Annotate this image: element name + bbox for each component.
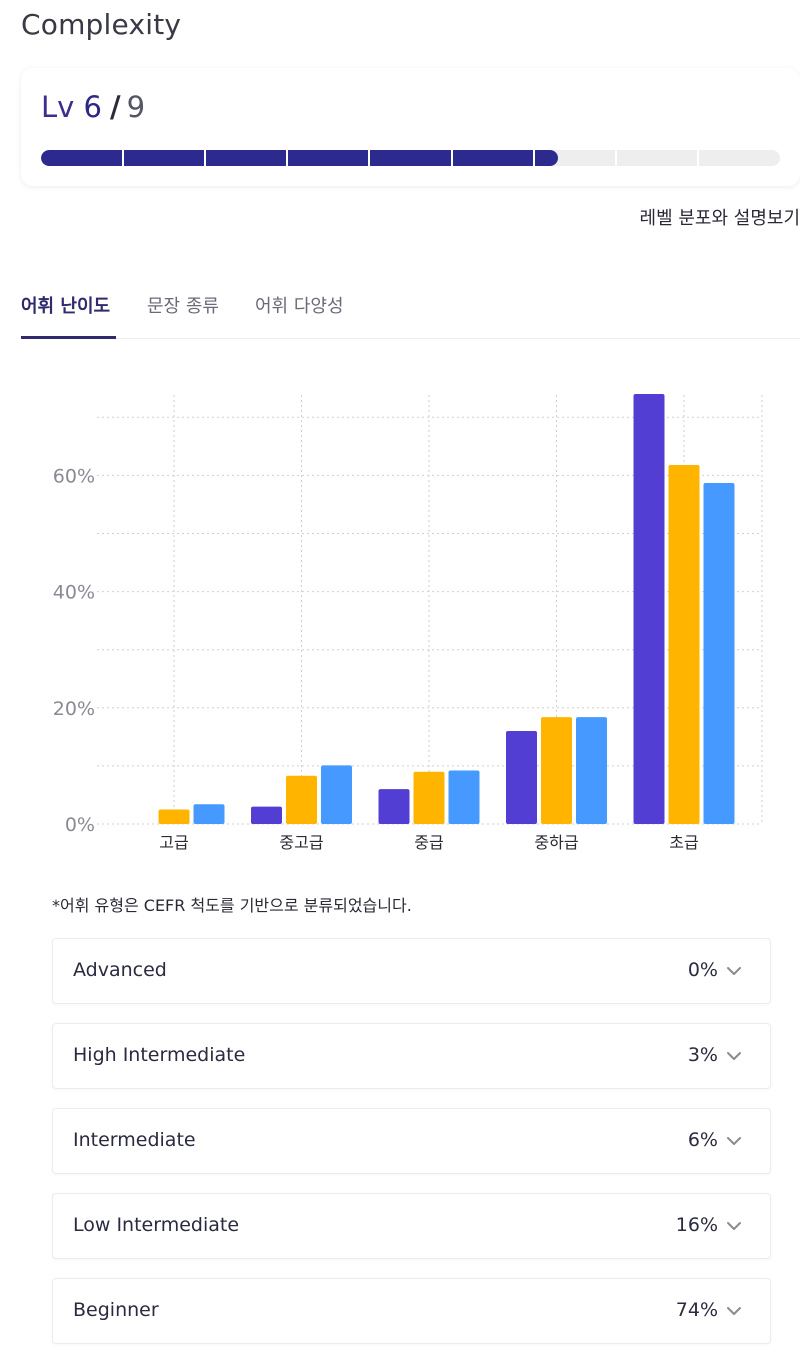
difficulty-row[interactable]: Intermediate 6%: [52, 1108, 771, 1174]
difficulty-row-percent: 6%: [687, 1129, 718, 1151]
chart-bar[interactable]: [668, 464, 700, 824]
progress-segment-divider: [122, 150, 125, 166]
tab-vocabulary-diversity[interactable]: 어휘 다양성: [255, 296, 344, 317]
progress-segment-divider: [368, 150, 371, 166]
chart-y-tick-label: 20%: [53, 698, 95, 720]
progress-segment-divider: [204, 150, 207, 166]
chart-bar[interactable]: [193, 804, 225, 824]
level-card: Lv 6/9: [21, 68, 800, 186]
chart-bar[interactable]: [541, 717, 572, 824]
level-prefix: Lv: [41, 90, 75, 124]
tab-sentence-types[interactable]: 문장 종류: [147, 296, 219, 317]
chart-bar[interactable]: [251, 806, 282, 824]
chart-bar[interactable]: [633, 394, 665, 824]
difficulty-row[interactable]: Advanced 0%: [52, 938, 771, 1004]
chart-footnote: *어휘 유형은 CEFR 척도를 기반으로 분류되었습니다.: [52, 896, 412, 915]
difficulty-row-percent: 3%: [687, 1044, 718, 1066]
difficulty-row-label: Intermediate: [73, 1129, 196, 1151]
chart-bar[interactable]: [413, 771, 445, 824]
chart-x-tick-label: 중고급: [279, 833, 323, 852]
difficulty-row-label: Beginner: [73, 1299, 159, 1321]
progress-segment-divider: [450, 150, 453, 166]
level-max: 9: [126, 90, 146, 124]
chart-y-tick-label: 40%: [53, 582, 95, 604]
chevron-down-icon[interactable]: [724, 1301, 744, 1321]
chart-y-tick-label: 60%: [53, 465, 95, 487]
chart-y-tick-label: 0%: [65, 814, 95, 836]
level-distribution-link[interactable]: 레벨 분포와 설명보기: [639, 208, 800, 229]
difficulty-row-label: Advanced: [73, 959, 167, 981]
chart-bar[interactable]: [158, 809, 190, 824]
active-tab-indicator: [21, 336, 116, 339]
chart-x-tick-label: 중급: [414, 833, 443, 852]
level-progress-bar: [41, 150, 780, 166]
difficulty-row[interactable]: Beginner 74%: [52, 1278, 771, 1344]
progress-segment-divider: [614, 150, 617, 166]
level-separator: /: [110, 90, 121, 124]
level-indicator: Lv 6/9: [41, 90, 145, 124]
chevron-down-icon[interactable]: [724, 1216, 744, 1236]
chart-bar[interactable]: [378, 789, 410, 824]
difficulty-row-label: Low Intermediate: [73, 1214, 240, 1236]
difficulty-row-label: High Intermediate: [73, 1044, 246, 1066]
chart-x-tick-label: 고급: [159, 833, 188, 852]
difficulty-row-percent: 74%: [675, 1299, 718, 1321]
level-current: 6: [83, 90, 102, 124]
level-progress-fill: [41, 150, 559, 166]
tab-vocabulary-difficulty[interactable]: 어휘 난이도: [21, 296, 111, 317]
difficulty-row[interactable]: Low Intermediate 16%: [52, 1193, 771, 1259]
chart-bar[interactable]: [286, 775, 317, 824]
progress-segment-divider: [532, 150, 535, 166]
difficulty-row-percent: 16%: [675, 1214, 718, 1236]
chart-x-tick-label: 초급: [669, 833, 698, 852]
vocabulary-difficulty-chart: 고급 중고급 중급 중하급 초급 0% 20% 40% 60%: [0, 370, 800, 870]
tab-bar: 어휘 난이도 문장 종류 어휘 다양성: [21, 288, 800, 339]
chart-bar[interactable]: [506, 731, 537, 824]
difficulty-row-percent: 0%: [687, 959, 718, 981]
chart-bar[interactable]: [321, 765, 352, 824]
progress-segment-divider: [286, 150, 289, 166]
chart-bar[interactable]: [448, 770, 480, 824]
chart-bar[interactable]: [576, 717, 607, 824]
page-title: Complexity: [21, 8, 182, 41]
chart-x-tick-label: 중하급: [534, 833, 578, 852]
difficulty-row[interactable]: High Intermediate 3%: [52, 1023, 771, 1089]
chevron-down-icon[interactable]: [724, 961, 744, 981]
chevron-down-icon[interactable]: [724, 1046, 744, 1066]
chart-bar[interactable]: [703, 482, 735, 824]
chevron-down-icon[interactable]: [724, 1131, 744, 1151]
progress-segment-divider: [696, 150, 699, 166]
